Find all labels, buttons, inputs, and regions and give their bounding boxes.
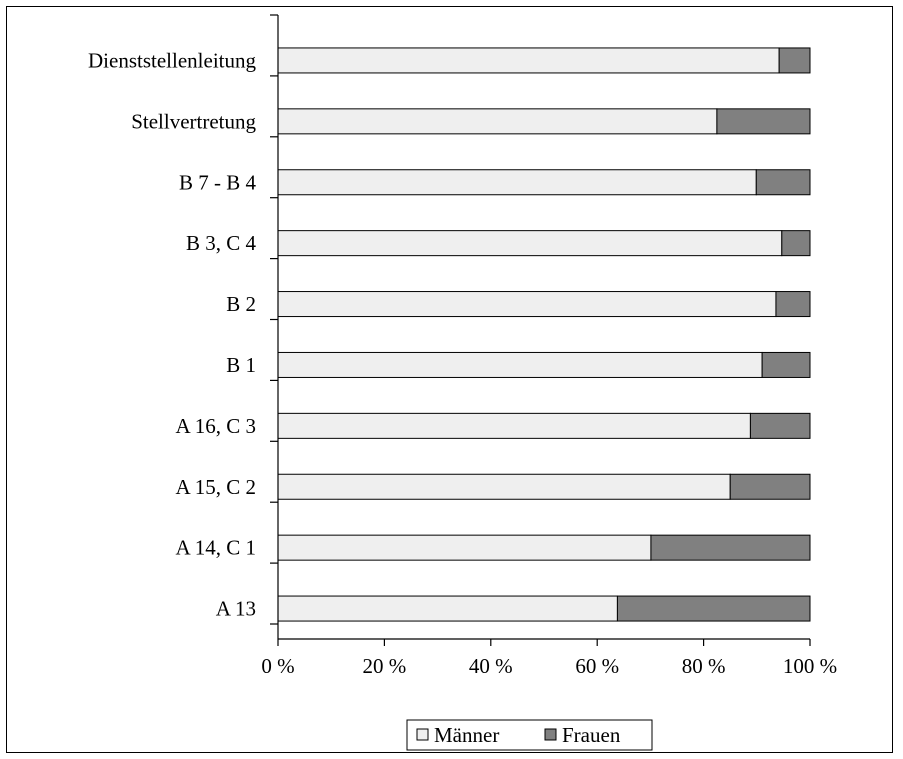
bar-frauen: [729, 473, 811, 500]
x-tick-label: 80 %: [682, 654, 726, 678]
x-tick-label: 100 %: [783, 654, 837, 678]
category-label: B 7 - B 4: [179, 170, 257, 194]
bar-maenner: [277, 169, 757, 196]
category-label: A 13: [216, 597, 256, 621]
bar-frauen: [650, 534, 811, 561]
category-label: B 3, C 4: [186, 231, 257, 255]
bar-frauen: [781, 230, 811, 257]
bar-frauen: [716, 108, 811, 135]
category-label: A 15, C 2: [175, 475, 256, 499]
category-label: Dienststellenleitung: [88, 48, 256, 72]
bar-frauen: [616, 595, 811, 622]
labels-layer: Dienststellenleitung Stellvertretung B 7 -…: [88, 48, 837, 678]
bar-frauen: [761, 351, 811, 378]
bar-maenner: [277, 595, 618, 622]
x-tick-label: 60 %: [575, 654, 619, 678]
bar-frauen: [749, 412, 811, 439]
bar-maenner: [277, 351, 763, 378]
legend-swatch: [416, 728, 429, 741]
x-tick-label: 0 %: [261, 654, 294, 678]
bars-layer: [277, 47, 811, 622]
category-label: B 2: [226, 292, 256, 316]
category-label: A 14, C 1: [175, 536, 256, 560]
legend-box: [406, 719, 653, 751]
legend-label: Männer: [434, 723, 499, 747]
bar-maenner: [277, 534, 652, 561]
axes-layer: [270, 14, 811, 646]
category-label: B 1: [226, 353, 256, 377]
x-tick-label: 20 %: [363, 654, 407, 678]
bar-maenner: [277, 412, 751, 439]
category-label: A 16, C 3: [175, 414, 256, 438]
bar-maenner: [277, 473, 731, 500]
bar-frauen: [775, 291, 811, 318]
bar-maenner: [277, 291, 777, 318]
x-tick-label: 40 %: [469, 654, 513, 678]
bar-maenner: [277, 108, 718, 135]
legend: Männer Frauen: [406, 719, 653, 751]
bar-frauen: [755, 169, 811, 196]
legend-swatch: [544, 728, 557, 741]
bar-maenner: [277, 47, 780, 74]
bar-frauen: [778, 47, 811, 74]
legend-label: Frauen: [562, 723, 621, 747]
bar-maenner: [277, 230, 783, 257]
category-label: Stellvertretung: [131, 109, 256, 133]
